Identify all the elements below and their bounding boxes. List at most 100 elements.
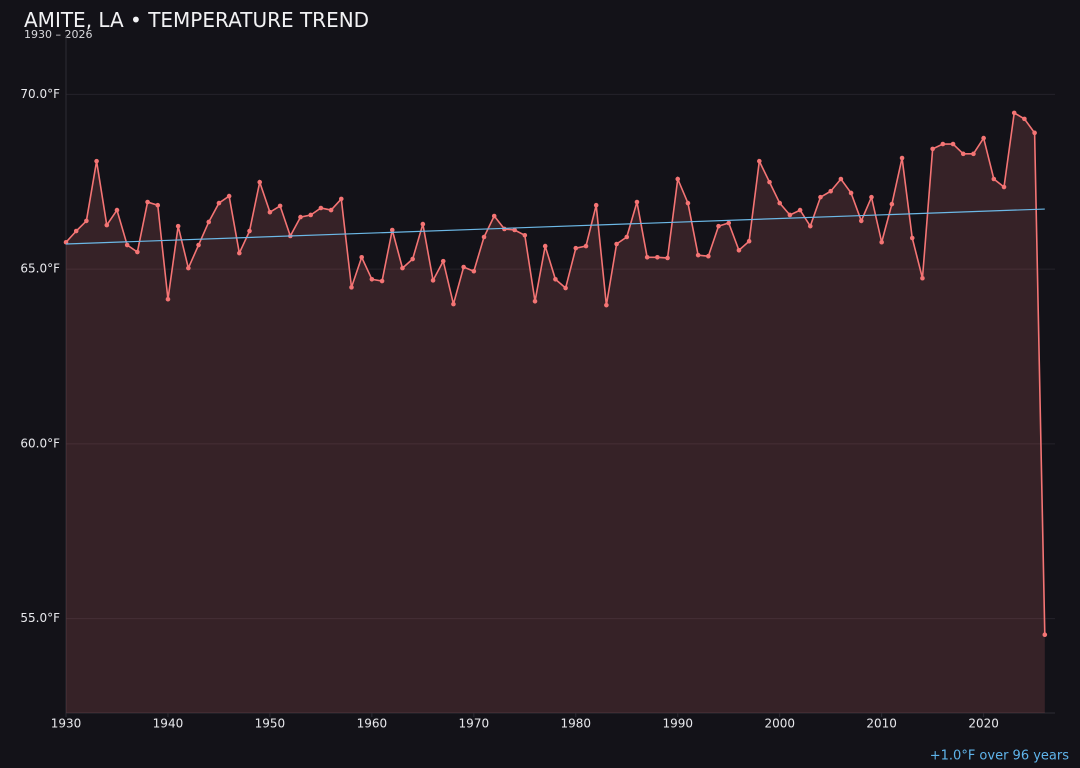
point: [461, 264, 466, 270]
point: [818, 194, 823, 200]
point: [757, 158, 762, 164]
point: [216, 200, 222, 206]
point: [950, 141, 956, 147]
point: [491, 213, 497, 219]
point: [145, 199, 150, 205]
y-tick-label: 55.0°F: [20, 611, 60, 625]
trend-line: [65, 208, 1045, 245]
point: [726, 220, 732, 226]
y-tick-label: 60.0°F: [20, 436, 60, 450]
point: [369, 276, 375, 282]
point: [512, 227, 517, 233]
point: [522, 232, 528, 238]
point: [542, 243, 548, 249]
point: [1042, 632, 1048, 638]
point: [991, 176, 997, 182]
y-tick-label: 65.0°F: [20, 262, 60, 276]
chart-title: AMITE, LA • TEMPERATURE TREND: [24, 8, 369, 32]
point: [909, 235, 915, 241]
point: [981, 135, 986, 141]
point: [430, 278, 436, 283]
point: [920, 275, 925, 281]
point: [349, 285, 354, 290]
point: [655, 254, 660, 260]
point: [869, 194, 874, 200]
point: [379, 278, 385, 284]
x-tick-label: 2010: [866, 717, 897, 731]
point: [1001, 184, 1007, 190]
x-tick-label: 1990: [662, 717, 693, 731]
point: [186, 265, 191, 271]
point: [746, 238, 752, 244]
point: [971, 151, 976, 157]
point: [226, 193, 232, 199]
x-tick-label: 1940: [153, 717, 184, 731]
x-tick-label: 1980: [561, 717, 592, 731]
point: [257, 179, 263, 185]
point: [573, 245, 579, 251]
point: [879, 239, 884, 245]
point: [695, 252, 701, 258]
point: [206, 219, 212, 225]
point: [838, 176, 844, 182]
point: [359, 254, 364, 260]
point: [716, 223, 721, 229]
point: [553, 276, 558, 282]
point: [247, 228, 252, 234]
point: [440, 258, 446, 264]
point: [685, 200, 691, 206]
point: [940, 141, 946, 147]
y-tick-label: 70.0°F: [20, 87, 60, 101]
point: [848, 190, 854, 196]
x-tick-label: 2020: [968, 717, 999, 731]
point: [604, 302, 609, 308]
point: [675, 176, 681, 182]
point: [237, 250, 242, 256]
point: [73, 228, 79, 234]
point: [114, 207, 120, 213]
point: [1032, 130, 1037, 136]
point: [807, 223, 813, 229]
point: [389, 227, 395, 233]
point: [960, 151, 966, 157]
point: [420, 221, 426, 227]
point: [858, 218, 864, 224]
point: [410, 256, 415, 262]
point: [155, 202, 161, 208]
point: [930, 146, 935, 152]
chart-subtitle: 1930 – 2026: [24, 28, 92, 41]
point: [706, 253, 711, 259]
point: [767, 179, 772, 185]
point: [614, 241, 619, 247]
point: [318, 205, 324, 211]
trend-annotation: +1.0°F over 96 years: [930, 749, 1069, 764]
x-tick-label: 1950: [255, 717, 286, 731]
area: [66, 112, 1045, 713]
point: [644, 254, 650, 260]
point: [787, 212, 793, 218]
point: [135, 249, 140, 255]
point: [634, 199, 640, 205]
point: [797, 207, 803, 213]
point: [308, 212, 314, 218]
point: [899, 155, 905, 161]
point: [583, 243, 589, 249]
point: [481, 234, 487, 240]
point: [328, 207, 334, 213]
point: [451, 301, 456, 307]
point: [400, 265, 405, 271]
point: [828, 188, 833, 194]
point: [624, 234, 630, 240]
point: [593, 202, 599, 208]
point: [563, 285, 568, 291]
point: [165, 296, 171, 302]
point: [777, 200, 783, 206]
point: [104, 222, 110, 228]
point: [889, 201, 895, 207]
point: [84, 218, 89, 224]
point: [736, 247, 742, 253]
x-tick-label: 1930: [51, 717, 82, 731]
point: [175, 223, 181, 229]
point: [94, 158, 99, 164]
